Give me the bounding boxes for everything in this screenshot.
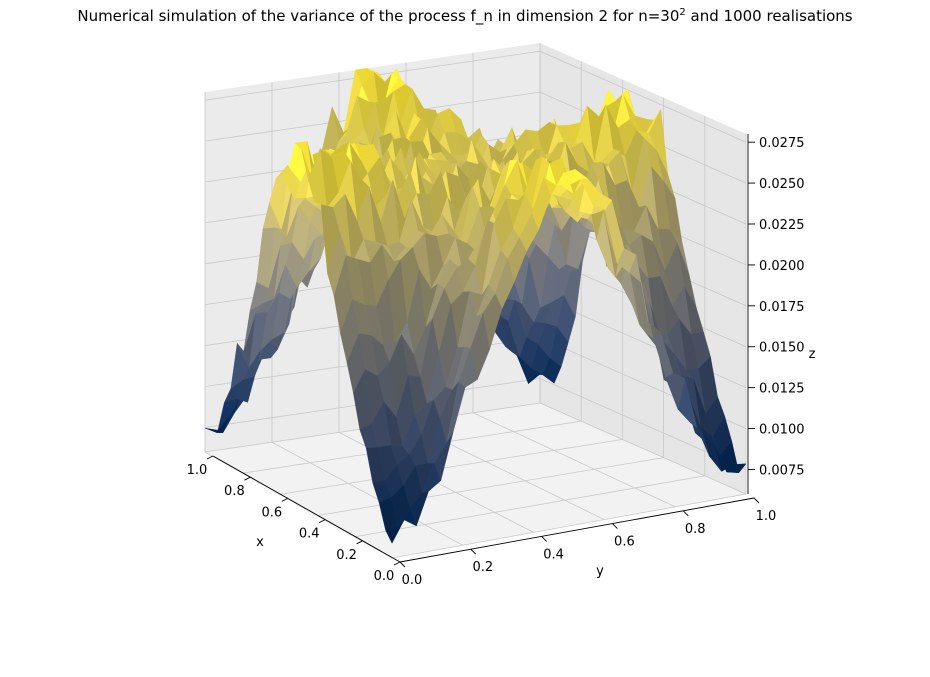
z-grid-line <box>204 50 747 143</box>
y-tick-label: 0.2 <box>472 560 493 575</box>
chart-title-superscript: 2 <box>679 7 686 18</box>
y-tick <box>470 548 477 555</box>
chart-title: Numerical simulation of the variance of … <box>0 7 930 25</box>
y-tick-label: 1.0 <box>756 509 777 524</box>
z-tick-label: 0.0125 <box>759 382 805 397</box>
x-axis-ticks: 0.0 0.2 0.4 0.6 0.8 1.0 <box>187 455 401 584</box>
x-tick-label: 0.0 <box>374 569 395 584</box>
y-tick <box>399 561 406 568</box>
x-tick <box>281 497 289 502</box>
y-tick <box>753 497 760 504</box>
x-tick-label: 0.8 <box>224 484 245 499</box>
x-tick-label: 0.6 <box>261 505 282 520</box>
x-tick <box>356 540 363 545</box>
z-tick-label: 0.0200 <box>759 259 805 274</box>
y-tick-label: 0.6 <box>614 535 635 550</box>
x-tick <box>393 561 401 566</box>
surface <box>204 68 747 544</box>
z-grid-line <box>204 91 747 184</box>
y-axis-line <box>399 497 755 563</box>
y-axis-ticks: 0.0 0.2 0.4 0.6 0.8 1.0 <box>399 497 777 588</box>
y-tick-label: 0.8 <box>685 522 706 537</box>
y-tick <box>541 536 547 542</box>
chart-title-suffix: and 1000 realisations <box>685 7 853 25</box>
floor-pane <box>205 403 746 558</box>
z-tick-label: 0.0075 <box>759 463 805 478</box>
y-tick <box>682 510 689 517</box>
chart-title-text: Numerical simulation of the variance of … <box>77 7 680 25</box>
x-axis-line <box>212 455 401 563</box>
z-grid-line <box>204 378 747 470</box>
x-axis-label: x <box>256 535 264 550</box>
z-axis-ticks: 0.0075 0.0100 0.0125 0.0150 0.0175 0.0200 0.02… <box>748 136 805 478</box>
surface-facet <box>385 519 405 544</box>
axes <box>212 134 755 563</box>
x-tick-label: 0.2 <box>336 548 357 563</box>
z-tick-label: 0.0150 <box>759 341 805 356</box>
y-tick-label: 0.4 <box>543 547 564 562</box>
z-axis-label: z <box>809 347 816 362</box>
x-tick <box>244 476 251 481</box>
z-tick-label: 0.0250 <box>759 177 805 192</box>
z-tick-label: 0.0100 <box>759 423 805 438</box>
x-tick <box>318 519 326 524</box>
z-tick-label: 0.0275 <box>759 136 805 151</box>
z-tick-label: 0.0175 <box>759 300 805 315</box>
x-tick <box>206 455 214 460</box>
x-tick-label: 0.4 <box>299 527 320 542</box>
x-tick-label: 1.0 <box>187 463 208 478</box>
z-tick-label: 0.0225 <box>759 218 805 233</box>
y-axis-label: y <box>596 564 604 579</box>
y-tick <box>612 523 618 529</box>
y-tick-label: 0.0 <box>402 573 423 588</box>
